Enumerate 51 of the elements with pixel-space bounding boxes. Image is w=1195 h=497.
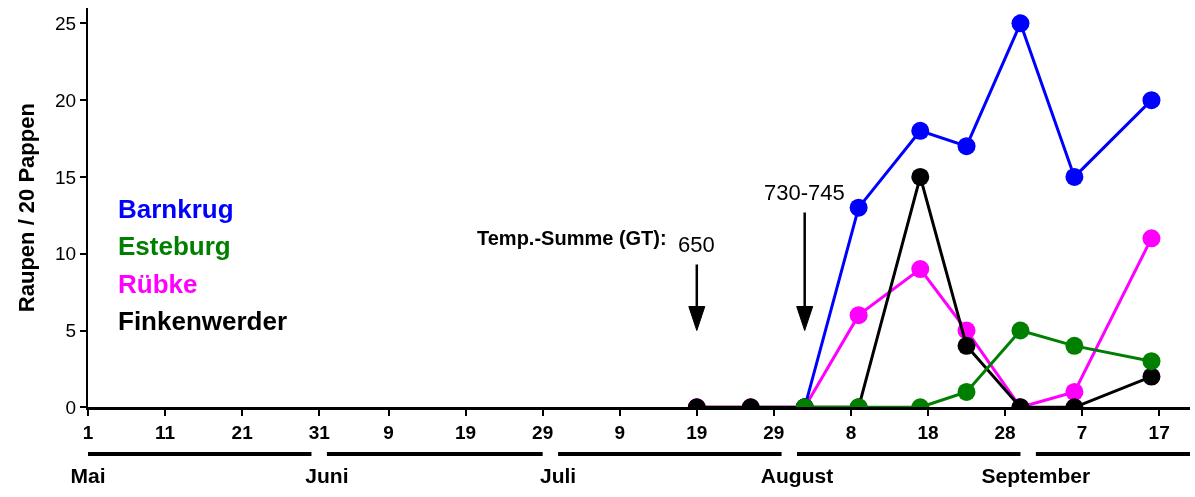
point (1065, 336, 1084, 355)
x-tick-label: 18 (917, 422, 939, 444)
y-tick-label: 0 (65, 396, 77, 418)
y-tick-label: 10 (55, 243, 77, 265)
point (1011, 321, 1030, 340)
point (957, 336, 976, 355)
x-tick-label: 19 (455, 422, 477, 444)
ref-line-label: 650 (678, 232, 715, 257)
x-tick-label: 9 (383, 422, 394, 444)
x-tick-label: 29 (532, 422, 554, 444)
text: Barnkrug (118, 194, 234, 224)
ref-line-label: 730-745 (764, 180, 845, 205)
text: Esteburg (118, 231, 231, 261)
y-tick-label: 5 (65, 320, 77, 342)
point (1142, 352, 1161, 371)
text: Finkenwerder (118, 306, 288, 336)
point (1142, 91, 1161, 110)
x-tick-label: 21 (231, 422, 254, 444)
x-tick-label: 9 (614, 422, 626, 444)
y-tick-label: 15 (55, 166, 77, 188)
point (849, 198, 868, 217)
point (849, 306, 868, 325)
x2-tick-label: August (760, 463, 834, 487)
x-tick-label: 28 (994, 422, 1016, 444)
x-tick-label: 1 (82, 422, 94, 444)
point (911, 260, 930, 279)
point (1065, 382, 1084, 401)
x2-tick-label: Mai (70, 463, 106, 487)
annotation: Temp.-Summe (GT): (477, 227, 667, 249)
y-tick-label: 25 (55, 13, 77, 35)
x-tick-label: 11 (155, 422, 176, 444)
x2-tick-label: Juni (305, 463, 349, 487)
point (1142, 367, 1161, 386)
point (1011, 14, 1030, 33)
point (911, 121, 930, 140)
x2-tick-label: Juli (539, 463, 577, 487)
text: Rübke (118, 269, 198, 299)
point (1142, 229, 1161, 248)
y-axis-title: Raupen / 20 Pappen (14, 103, 40, 313)
point (957, 137, 976, 156)
x-tick-label: 29 (763, 422, 785, 444)
x-tick-label: 31 (308, 422, 331, 444)
x-tick-label: 17 (1148, 422, 1170, 444)
x2-tick-label: September (981, 463, 1091, 487)
point (957, 382, 976, 401)
x-tick-label: 7 (1076, 422, 1088, 444)
point (911, 167, 930, 186)
x-tick-label: 19 (686, 422, 708, 444)
y-tick-label: 20 (55, 89, 77, 111)
x-tick-label: 8 (845, 422, 857, 444)
point (1065, 167, 1084, 186)
